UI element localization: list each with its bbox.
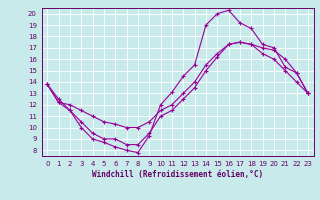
X-axis label: Windchill (Refroidissement éolien,°C): Windchill (Refroidissement éolien,°C) [92,170,263,179]
